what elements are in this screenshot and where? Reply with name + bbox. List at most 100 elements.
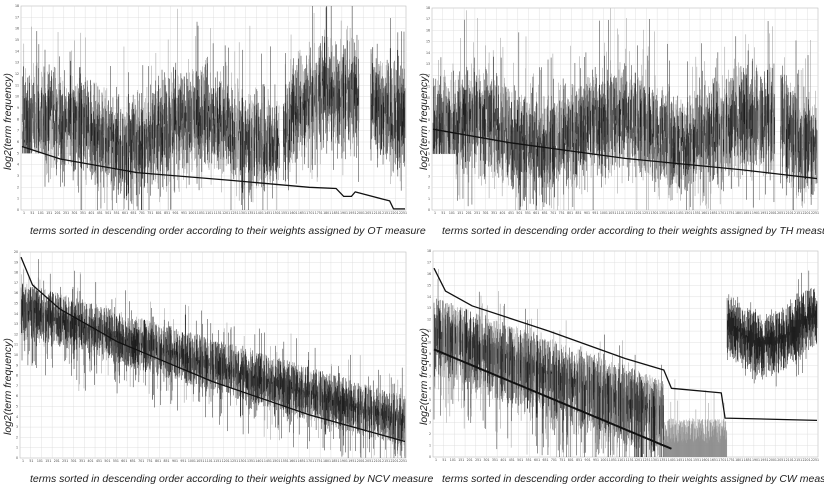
x-tick-label: 1201: [634, 211, 642, 215]
chart-panel-th: 0 1 2 3 4 5 6 7 8 9 10 11 12 13 14 15 16 17 18 1 51 101 151 201…: [412, 0, 824, 244]
y-tick-label: 8: [429, 363, 431, 367]
y-tick-label: 0: [16, 456, 18, 460]
x-tick-label: 601: [122, 211, 128, 215]
y-tick-label: 4: [429, 409, 431, 413]
x-tick-label: 2001: [769, 458, 777, 462]
y-tick-label: 18: [426, 6, 430, 10]
y-tick-label: 5: [16, 405, 18, 409]
x-tick-label: 801: [568, 458, 574, 462]
y-tick-label: 11: [426, 85, 430, 89]
x-tick-label: 1401: [668, 458, 676, 462]
x-tick-label: 101: [37, 459, 43, 463]
x-tick-label: 1251: [230, 459, 238, 463]
x-tick-label: 1951: [348, 211, 356, 215]
x-tick-label: 151: [46, 211, 52, 215]
x-tick-label: 2251: [811, 458, 819, 462]
x-tick-label: 2101: [374, 459, 382, 463]
x-tick-label: 2051: [777, 211, 785, 215]
x-tick-label: 2101: [786, 458, 794, 462]
x-tick-label: 701: [551, 458, 557, 462]
y-tick-label: 12: [15, 72, 19, 76]
x-axis-label-th: terms sorted in descending order accordi…: [442, 225, 824, 237]
y-tick-label: 9: [17, 106, 19, 110]
x-tick-label: 251: [63, 211, 69, 215]
x-tick-label: 1201: [222, 459, 230, 463]
x-tick-label: 1351: [247, 211, 255, 215]
x-tick-label: 1851: [332, 211, 340, 215]
x-tick-label: 901: [584, 211, 590, 215]
y-tick-label: 18: [427, 249, 431, 253]
x-tick-label: 451: [508, 211, 514, 215]
y-tick-label: 13: [14, 322, 18, 326]
x-tick-label: 901: [585, 458, 591, 462]
x-tick-label: 951: [181, 211, 187, 215]
x-tick-label: 1601: [289, 459, 297, 463]
chart-panel-cw: 0 1 2 3 4 5 6 7 8 9 10 11 12 13 14 15 16 17 18 1 51 101 151 201…: [412, 245, 824, 489]
y-tick-label: 20: [14, 250, 18, 254]
x-tick-label: 1801: [735, 211, 743, 215]
x-tick-label: 301: [71, 459, 77, 463]
y-tick-label: 18: [15, 4, 19, 8]
x-tick-label: 1101: [205, 211, 213, 215]
x-tick-label: 1251: [230, 211, 238, 215]
y-tick-label: 16: [426, 28, 430, 32]
y-tick-label: 19: [14, 260, 18, 264]
x-tick-label: 1101: [205, 459, 213, 463]
x-tick-label: 2051: [365, 211, 373, 215]
y-tick-label: 15: [426, 40, 430, 44]
x-tick-label: 601: [533, 211, 539, 215]
y-tick-label: 2: [428, 186, 430, 190]
x-tick-label: 1151: [213, 459, 221, 463]
x-tick-label: 1501: [684, 211, 692, 215]
x-tick-label: 551: [525, 211, 531, 215]
y-tick-label: 12: [426, 73, 430, 77]
x-tick-label: 1201: [222, 211, 230, 215]
x-tick-label: 851: [164, 211, 170, 215]
x-tick-label: 1351: [659, 211, 667, 215]
x-tick-label: 1551: [281, 211, 289, 215]
x-tick-label: 1301: [239, 211, 247, 215]
x-tick-label: 1801: [323, 211, 331, 215]
weight-curve-th: [432, 128, 818, 180]
x-tick-label: 251: [474, 211, 480, 215]
x-tick-label: 801: [567, 211, 573, 215]
x-tick-label: 151: [45, 459, 51, 463]
x-tick-label: 51: [29, 459, 33, 463]
x-tick-label: 951: [180, 459, 186, 463]
x-tick-label: 2151: [794, 211, 802, 215]
x-axis-label-ot: terms sorted in descending order accordi…: [30, 225, 426, 237]
y-tick-label: 8: [16, 374, 18, 378]
x-tick-label: 701: [138, 459, 144, 463]
x-tick-label: 1851: [743, 211, 751, 215]
frequency-lower-edge-cw: [433, 348, 672, 450]
x-tick-label: 201: [55, 211, 61, 215]
x-tick-label: 1401: [255, 459, 263, 463]
x-tick-label: 2201: [803, 458, 811, 462]
y-tick-label: 0: [17, 208, 19, 212]
y-tick-label: 9: [429, 352, 431, 356]
x-tick-label: 1: [435, 458, 437, 462]
x-tick-label: 2251: [399, 211, 407, 215]
frequency-bars-dark-ot: [22, 6, 406, 210]
x-tick-label: 1651: [710, 211, 718, 215]
x-tick-label: 801: [155, 459, 161, 463]
x-tick-label: 401: [500, 458, 506, 462]
x-tick-label: 451: [96, 459, 102, 463]
x-tick-label: 1301: [238, 459, 246, 463]
y-tick-label: 17: [427, 260, 431, 264]
y-axis-label-ncv: log2(term frequency): [2, 338, 14, 435]
x-tick-label: 2251: [399, 459, 407, 463]
x-tick-label: 651: [130, 211, 136, 215]
x-tick-label: 351: [492, 458, 498, 462]
frequency-bars-light-ncv: [20, 268, 405, 458]
x-tick-label: 1751: [314, 459, 322, 463]
x-tick-label: 2051: [365, 459, 373, 463]
chart-panel-ncv: 0 1 2 3 4 5 6 7 8 9 10 11 12 13 14 15 16 17 18 19 20 1 51 101 15…: [0, 245, 433, 489]
x-tick-label: 1251: [642, 458, 650, 462]
x-tick-label: 1751: [726, 211, 734, 215]
x-tick-label: 1551: [281, 459, 289, 463]
x-tick-label: 1251: [642, 211, 650, 215]
